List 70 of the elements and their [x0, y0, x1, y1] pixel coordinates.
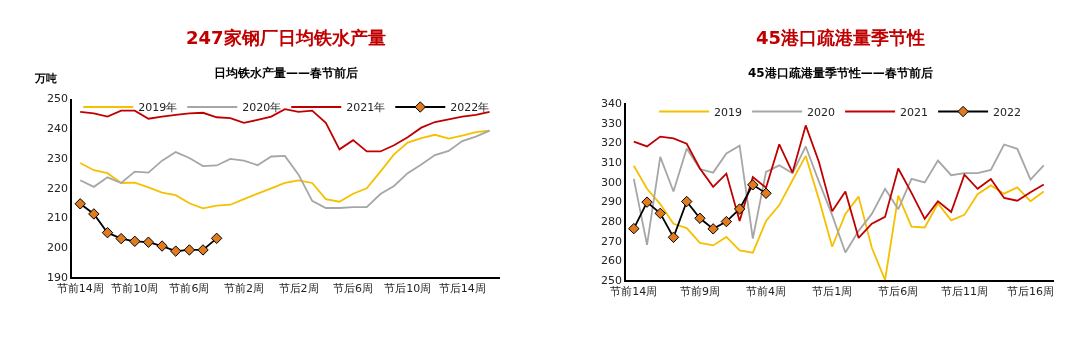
y-tick-label: 230 — [47, 151, 69, 165]
y-tick-label: 250 — [600, 273, 622, 287]
legend-label: 2019 — [714, 105, 743, 119]
point — [707, 223, 719, 235]
legend-label: 2019年 — [138, 101, 178, 115]
y-tick-label: 260 — [600, 254, 622, 268]
x-tick-label: 节后1周 — [812, 284, 853, 298]
chart-title: 45港口疏港量季节性 — [756, 27, 926, 48]
y-tick-label: 320 — [600, 136, 622, 150]
chart-subtitle: 45港口疏港量季节性——春节前后 — [748, 66, 933, 80]
x-tick-label: 节前2周 — [223, 281, 264, 295]
y-tick-label: 300 — [600, 175, 622, 189]
point — [733, 203, 746, 215]
point — [667, 231, 680, 244]
y-tick-label: 240 — [47, 122, 69, 136]
y-tick-label: 200 — [47, 241, 69, 255]
point — [170, 245, 182, 257]
legend-label: 2021 — [900, 105, 929, 119]
point — [74, 198, 86, 210]
point — [747, 179, 759, 191]
y-tick-label: 280 — [600, 214, 622, 228]
legend-label: 2021年 — [346, 101, 386, 115]
x-tick-label: 节后16周 — [1007, 284, 1055, 298]
point — [694, 212, 706, 224]
legend-label: 2020 — [807, 105, 836, 119]
x-tick-label: 节前14周 — [56, 281, 104, 295]
chart-title: 247家钢厂日均铁水产量 — [186, 27, 386, 48]
point — [641, 196, 653, 208]
y-tick-label: 210 — [47, 211, 69, 225]
y-tick-label: 340 — [600, 96, 622, 110]
x-tick-label: 节前4周 — [746, 284, 787, 298]
x-tick-label: 节后6周 — [333, 281, 374, 295]
x-tick-label: 节后14周 — [438, 281, 486, 295]
point — [156, 240, 168, 252]
y-tick-label: 330 — [600, 116, 622, 130]
point — [129, 235, 141, 247]
x-tick-label: 节前10周 — [111, 281, 159, 295]
y-tick-label: 250 — [47, 92, 69, 106]
point — [654, 207, 666, 220]
y-tick-label: 190 — [47, 270, 69, 284]
line-series — [632, 155, 1045, 280]
y-tick-label: 220 — [47, 181, 69, 195]
point — [210, 232, 223, 245]
legend-label: 2022年 — [450, 101, 490, 115]
x-tick-label: 节后2周 — [278, 281, 319, 295]
point — [681, 195, 693, 208]
x-tick-label: 节前9周 — [679, 284, 720, 298]
point — [142, 236, 155, 248]
point — [115, 232, 127, 245]
point — [88, 208, 100, 220]
x-tick-label: 节后10周 — [384, 281, 432, 295]
x-tick-label: 节前14周 — [610, 284, 658, 298]
x-tick-label: 节前6周 — [169, 281, 210, 295]
y-tick-label: 290 — [600, 195, 622, 209]
legend-label: 2020年 — [242, 101, 282, 115]
y-tick-label: 310 — [600, 155, 622, 169]
point — [101, 226, 114, 239]
x-tick-label: 节后11周 — [940, 284, 988, 298]
point — [197, 244, 209, 256]
legend-label: 2022 — [993, 105, 1022, 119]
point — [760, 187, 772, 199]
chart-subtitle: 日均铁水产量——春节前后 — [214, 66, 358, 80]
point — [720, 215, 733, 228]
y-tick-label: 270 — [600, 234, 622, 248]
y-axis-title: 万吨 — [34, 72, 57, 85]
point — [183, 244, 196, 256]
line-series — [632, 143, 1045, 254]
line-series — [632, 124, 1045, 239]
x-tick-label: 节后6周 — [878, 284, 919, 298]
point — [628, 222, 640, 235]
